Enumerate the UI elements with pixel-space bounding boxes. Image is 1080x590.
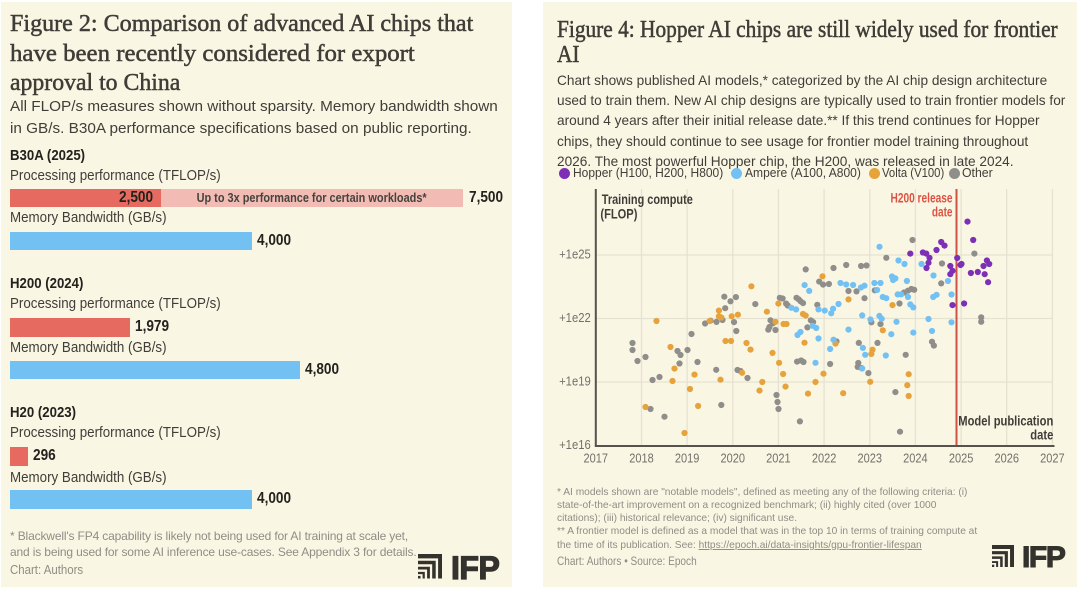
svg-text:2022: 2022	[811, 451, 836, 466]
svg-text:2023: 2023	[857, 451, 882, 466]
svg-text:(FLOP): (FLOP)	[600, 206, 637, 222]
svg-text:2027: 2027	[1040, 451, 1065, 466]
svg-text:+1e16: +1e16	[559, 437, 591, 452]
svg-text:date: date	[931, 203, 952, 219]
svg-text:+1e22: +1e22	[559, 310, 591, 325]
svg-text:2019: 2019	[674, 451, 699, 466]
svg-text:2026: 2026	[994, 451, 1019, 466]
svg-text:2018: 2018	[629, 451, 654, 466]
svg-text:H200 release: H200 release	[890, 190, 952, 206]
svg-text:+1e25: +1e25	[559, 247, 591, 262]
svg-text:2020: 2020	[720, 451, 745, 466]
svg-text:date: date	[1030, 426, 1053, 442]
svg-text:2017: 2017	[583, 451, 608, 466]
svg-text:+1e19: +1e19	[559, 374, 591, 389]
svg-text:2024: 2024	[903, 451, 928, 466]
svg-text:Training compute: Training compute	[601, 191, 692, 207]
svg-text:2021: 2021	[766, 451, 791, 466]
svg-text:2025: 2025	[948, 451, 973, 466]
svg-text:Model publication: Model publication	[958, 413, 1053, 429]
